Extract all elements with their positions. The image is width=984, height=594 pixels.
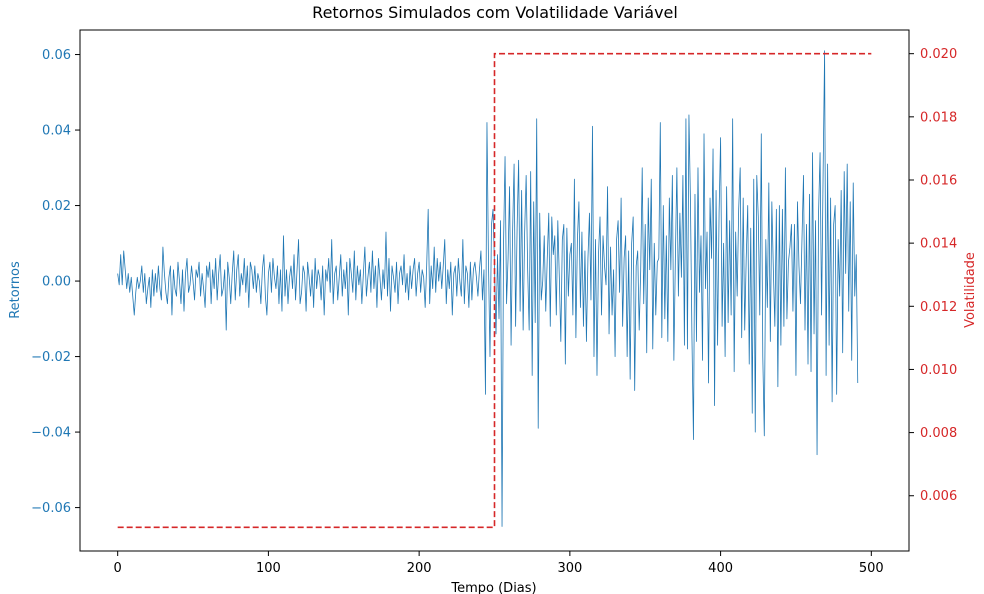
y-left-tick-label: −0.04 [31, 426, 71, 441]
plot-frame [79, 29, 910, 552]
x-axis-label: Tempo (Dias) [450, 581, 536, 594]
y-left-tick-label: −0.06 [31, 501, 71, 516]
y-axis-left: −0.06 −0.04 −0.02 0.00 0.02 0.04 0.06 [31, 48, 80, 516]
y-right-tick-label: 0.010 [920, 363, 957, 378]
y-right-tick-label: 0.006 [920, 489, 957, 504]
y-right-tick-label: 0.018 [920, 110, 957, 125]
y-left-tick-label: −0.02 [31, 350, 71, 365]
y-right-tick-label: 0.020 [920, 47, 957, 62]
x-tick-label: 500 [859, 561, 884, 576]
chart-title: Retornos Simulados com Volatilidade Vari… [312, 3, 678, 22]
x-tick-label: 200 [407, 561, 432, 576]
y-axis-left-label: Retornos [8, 261, 23, 319]
volatility-series-line [117, 52, 872, 529]
x-tick-label: 400 [708, 561, 733, 576]
y-left-tick-label: 0.00 [42, 275, 71, 290]
x-tick-label: 100 [256, 561, 281, 576]
plot-area [117, 50, 872, 529]
y-axis-right: 0.006 0.008 0.010 0.012 0.014 0.016 0.018 0.020 [909, 47, 957, 504]
x-axis: 0 100 200 300 400 500 [114, 551, 884, 576]
returns-series-line [117, 50, 859, 527]
x-tick-label: 0 [114, 561, 122, 576]
y-right-tick-label: 0.012 [920, 300, 957, 315]
y-left-tick-label: 0.02 [42, 199, 71, 214]
y-axis-right-label: Volatilidade [963, 252, 978, 328]
y-left-tick-label: 0.04 [42, 124, 71, 139]
x-tick-label: 300 [557, 561, 582, 576]
y-right-tick-label: 0.014 [920, 237, 957, 252]
y-right-tick-label: 0.016 [920, 173, 957, 188]
y-right-tick-label: 0.008 [920, 426, 957, 441]
y-left-tick-label: 0.06 [42, 48, 71, 63]
